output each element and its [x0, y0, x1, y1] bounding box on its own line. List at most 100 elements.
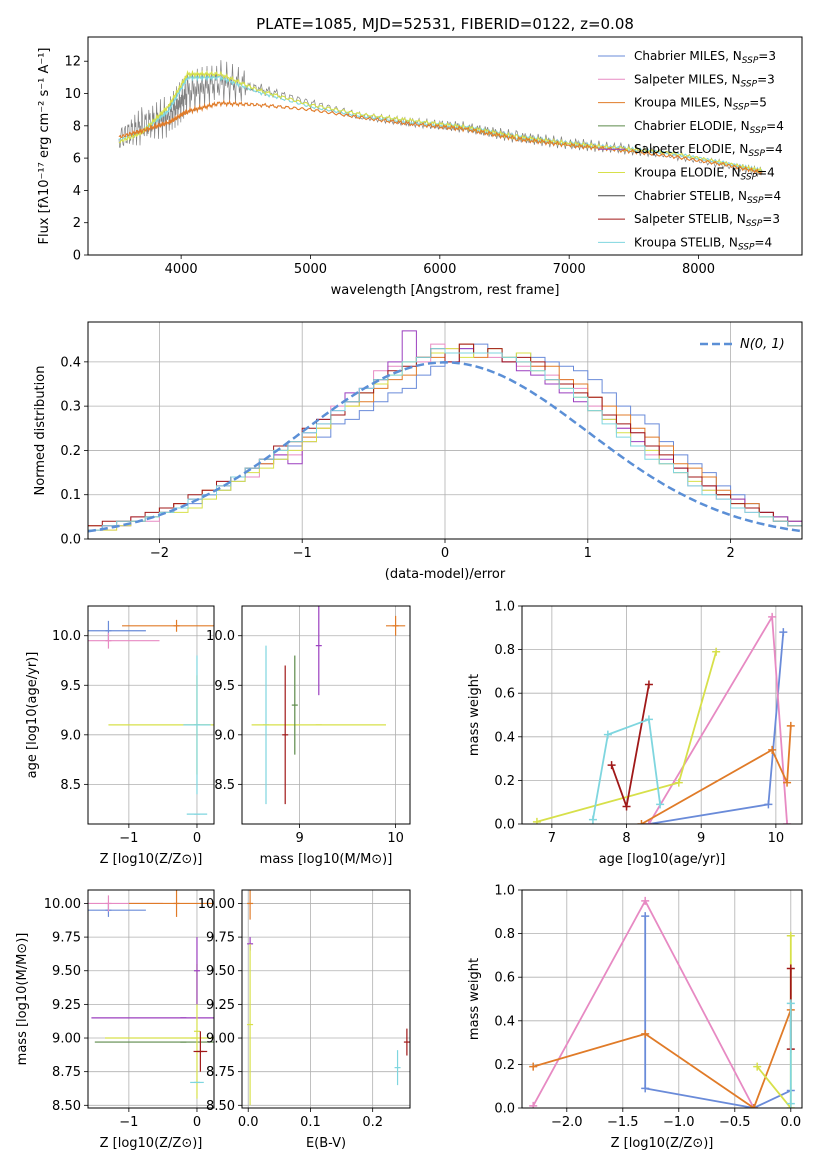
x-axis-label: wavelength [Angstrom, rest frame]	[331, 283, 560, 298]
axes-frame	[241, 889, 411, 1109]
spectrum-line	[118, 60, 763, 177]
y-tick-label: 0.6	[494, 971, 515, 986]
weight-marker	[674, 778, 683, 787]
y-tick-label: 0.1	[60, 488, 81, 503]
y-tick-label: 9.0	[214, 728, 235, 743]
axes-frame	[87, 321, 803, 540]
x-tick-label: 10	[768, 831, 785, 846]
weight-marker	[637, 820, 646, 824]
x-tick-label: 2	[726, 546, 734, 561]
y-tick-label: 0.3	[60, 400, 81, 415]
x-tick-label: −1	[119, 831, 138, 846]
weight-marker	[607, 761, 616, 770]
weight-marker	[529, 1101, 538, 1108]
y-tick-label: 8	[73, 119, 81, 134]
age_weight-panel: 7 8 9 10 0.0 0.2 0.4 0.6 0.8 1.0 age [log10(age/yr…	[467, 600, 803, 867]
legend-entry: Salpeter MILES, NSSP=3	[634, 72, 775, 89]
x-axis-label: age [log10(age/yr)]	[599, 852, 726, 867]
z_weight-plot-area	[529, 896, 795, 1108]
weight-marker	[644, 820, 653, 824]
y-tick-label: 0.2	[60, 444, 81, 459]
z_age-plot-area	[88, 619, 214, 815]
weight-marker	[644, 715, 653, 724]
axes-frame	[521, 889, 803, 1109]
y-tick-label: 0.8	[494, 643, 515, 658]
legend-entry: Chabrier STELIB, NSSP=4	[634, 189, 781, 206]
x-axis-label: E(B-V)	[306, 1136, 346, 1151]
weight-marker	[786, 721, 795, 730]
x-tick-label: 0.1	[300, 1115, 321, 1130]
y-tick-label: 8.50	[52, 1099, 81, 1114]
x-tick-label: 0	[193, 1115, 201, 1130]
y-tick-label: 6	[73, 152, 81, 167]
x-tick-label: 10	[387, 831, 404, 846]
x-tick-label: −1.0	[663, 1115, 695, 1130]
weight-line	[532, 898, 755, 1108]
legend-entry: Chabrier ELODIE, NSSP=4	[634, 119, 784, 136]
spectrum-plot-area	[118, 60, 763, 177]
y-tick-label: 8.5	[214, 778, 235, 793]
y-tick-label: 0.2	[494, 774, 515, 789]
y-tick-label: 9.5	[214, 679, 235, 694]
y-axis-label: mass weight	[467, 958, 482, 1040]
weight-marker	[603, 730, 612, 739]
y-tick-label: 2	[73, 216, 81, 231]
y-tick-label: 9.5	[60, 679, 81, 694]
weight-marker	[622, 802, 631, 811]
mass_age-plot-area	[251, 606, 406, 805]
y-tick-label: 8.50	[206, 1099, 235, 1114]
y-tick-label: 9.0	[60, 728, 81, 743]
x-tick-label: −1.5	[607, 1115, 639, 1130]
weight-marker	[783, 778, 792, 787]
y-tick-label: 8.75	[52, 1065, 81, 1080]
weight-marker	[786, 999, 795, 1008]
x-tick-label: 0.2	[362, 1115, 383, 1130]
weight-marker	[786, 931, 795, 940]
weight-marker	[786, 1099, 795, 1108]
spectrum-line	[118, 99, 763, 176]
x-tick-label: −2.0	[551, 1115, 583, 1130]
weight-marker	[641, 1084, 650, 1093]
y-tick-label: 9.50	[52, 964, 81, 979]
x-tick-label: −2	[150, 546, 169, 561]
legend-entry: Kroupa ELODIE, NSSP=4	[634, 166, 775, 183]
y-tick-label: 8.5	[60, 778, 81, 793]
normal-curve	[88, 361, 802, 533]
y-tick-label: 8.75	[206, 1065, 235, 1080]
age_weight-plot-area	[532, 612, 795, 824]
y-tick-label: 9.75	[52, 931, 81, 946]
x-tick-label: 0.0	[238, 1115, 259, 1130]
y-tick-label: 0.2	[494, 1058, 515, 1073]
y-tick-label: 9.75	[206, 931, 235, 946]
y-tick-label: 9.50	[206, 964, 235, 979]
weight-marker	[656, 800, 665, 809]
x-axis-label: mass [log10(M/M⊙)]	[260, 852, 393, 867]
x-tick-label: 5000	[294, 262, 327, 277]
x-axis-label: Z [log10(Z/Z⊙)]	[611, 1136, 714, 1151]
y-tick-label: 0.0	[494, 1102, 515, 1117]
y-tick-label: 0.0	[494, 818, 515, 833]
y-tick-label: 9.00	[206, 1032, 235, 1047]
y-tick-label: 10.00	[44, 897, 81, 912]
weight-line	[610, 684, 650, 811]
axes-frame	[241, 605, 411, 825]
axes-frame	[87, 889, 215, 1109]
spectrum-line	[118, 69, 763, 174]
x-tick-label: 1	[584, 546, 592, 561]
mass_age-panel: 9 10 8.5 9.0 9.5 10.0 mass [log10(M/M⊙)]	[206, 605, 411, 867]
y-axis-label: mass [log10(M/M⊙)]	[15, 933, 30, 1066]
residuals-panel: −2 −1 0 1 2 0.0 0.1 0.2 0.3 0.4 (data-model)/error…	[33, 321, 803, 582]
legend-entry: Kroupa STELIB, NSSP=4	[634, 235, 772, 252]
y-tick-label: 9.25	[52, 998, 81, 1013]
z_weight-panel: −2.0 −1.5 −1.0 −0.5 0.0 0.0 0.2 0.4 0.6 0.8 1.0 Z […	[467, 884, 803, 1151]
weight-marker	[764, 800, 773, 809]
x-axis-label: Z [log10(Z/Z⊙)]	[100, 1136, 203, 1151]
x-tick-label: −0.5	[719, 1115, 751, 1130]
z_age-panel: −1 0 8.5 9.0 9.5 10.0 Z [log10(Z/Z⊙)] age [log1…	[25, 605, 215, 867]
y-tick-label: 9.25	[206, 998, 235, 1013]
x-tick-label: −1	[119, 1115, 138, 1130]
x-tick-label: 9	[697, 831, 705, 846]
weight-marker	[768, 612, 777, 621]
legend-entry: Salpeter ELODIE, NSSP=4	[634, 142, 783, 159]
